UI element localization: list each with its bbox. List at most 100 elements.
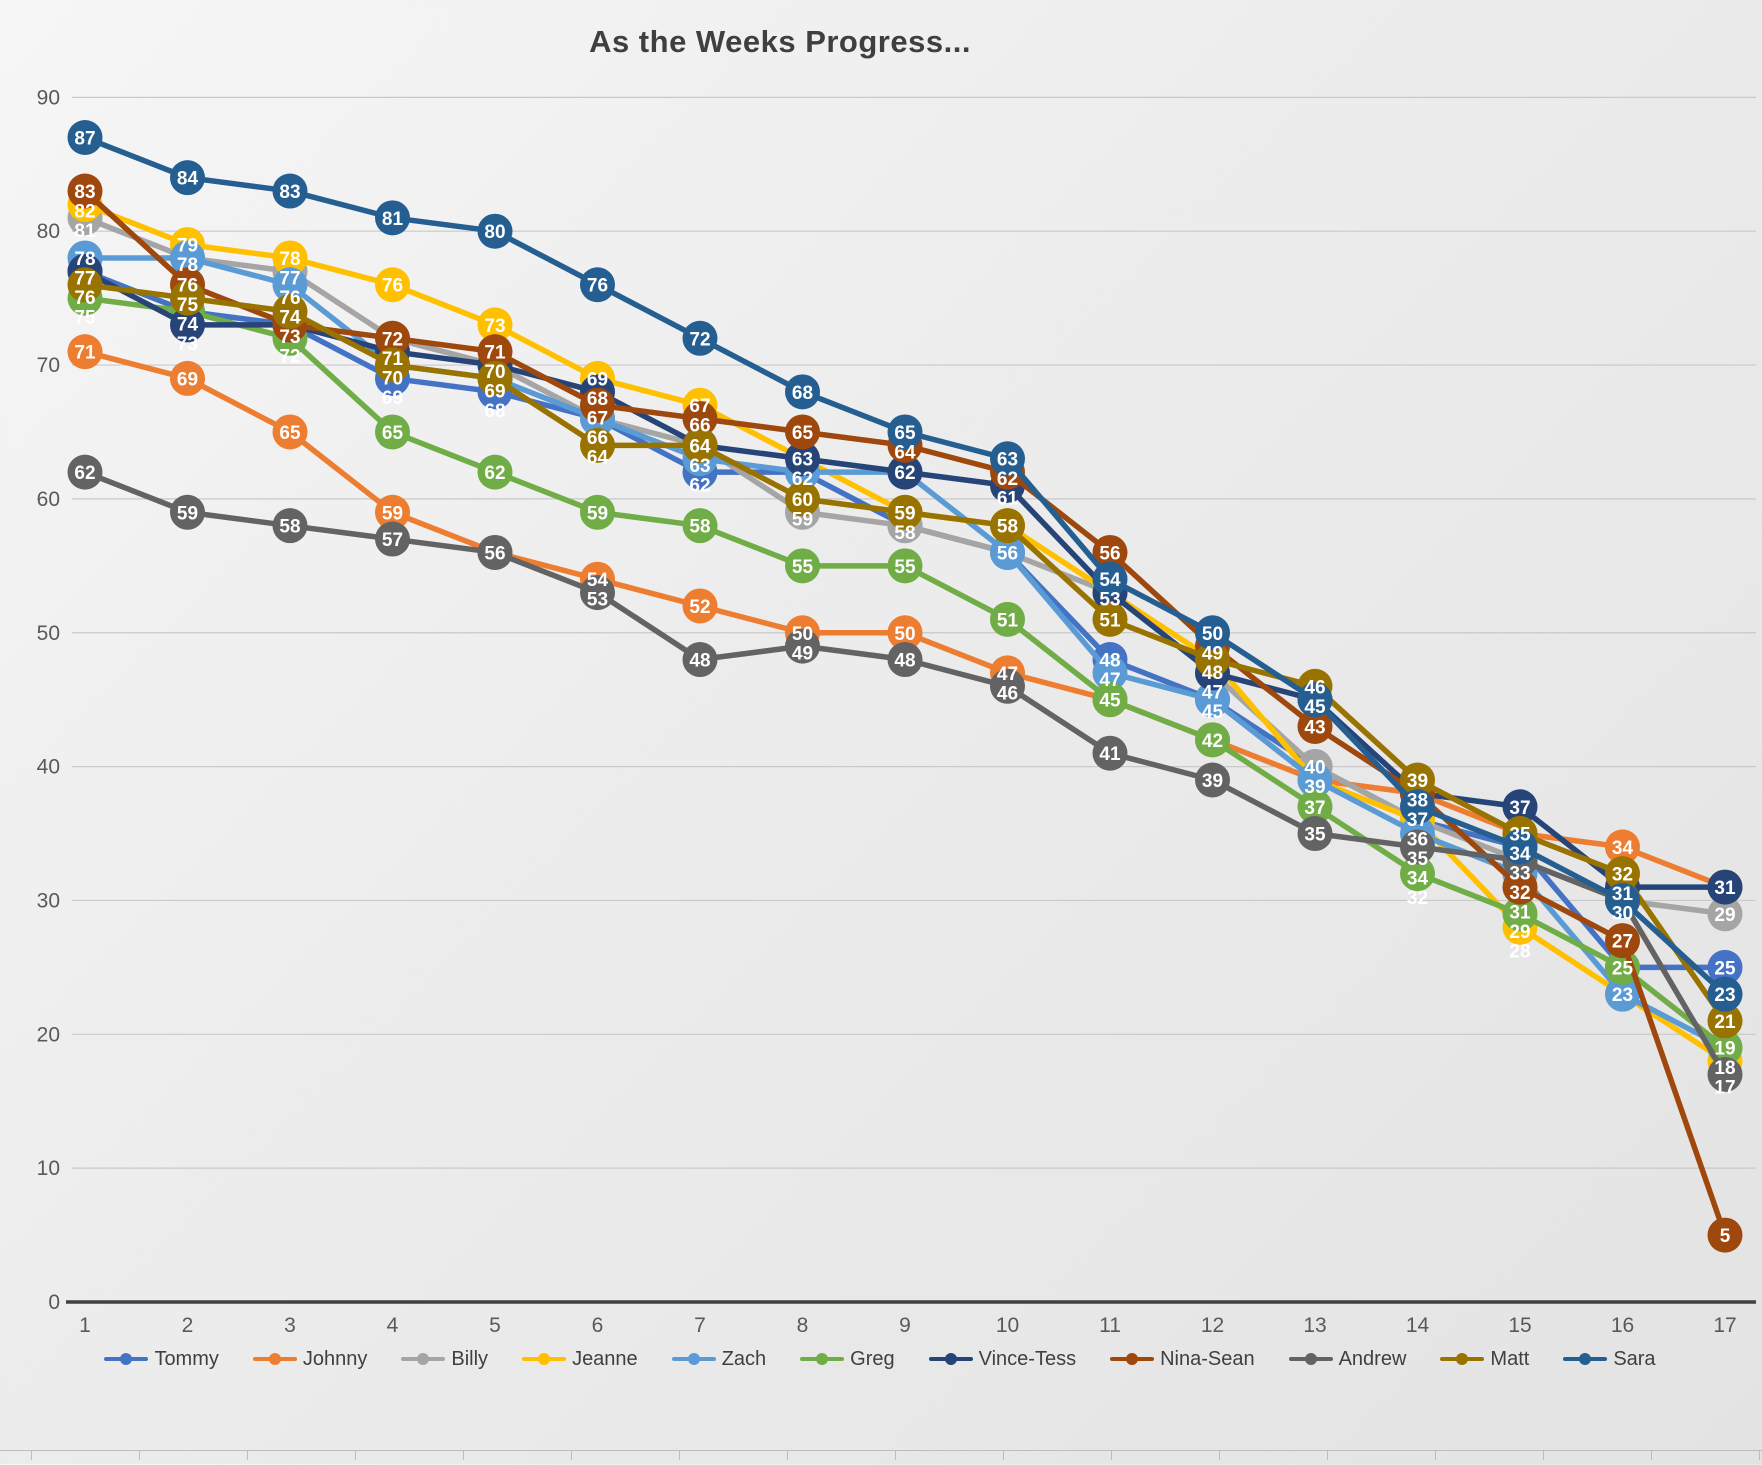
data-point-marker[interactable] [272,508,308,544]
data-point-marker[interactable] [1092,682,1128,718]
data-point-marker[interactable] [375,521,410,557]
data-point-marker[interactable] [477,454,513,490]
data-point-marker[interactable] [1195,722,1230,758]
data-point-marker[interactable] [682,320,718,356]
data-point-marker[interactable] [580,267,615,303]
data-point-marker[interactable] [990,534,1025,570]
data-point-marker[interactable] [1707,976,1743,1012]
data-point-marker[interactable] [272,414,308,450]
data-point-marker[interactable] [272,240,308,276]
data-point-marker[interactable] [1502,896,1538,932]
data-point-marker[interactable] [990,508,1025,544]
data-point-marker[interactable] [1605,923,1640,959]
data-point-marker[interactable] [477,213,513,249]
legend-item-billy[interactable]: Billy [401,1348,488,1371]
data-point-marker[interactable] [1195,762,1230,798]
data-point-marker[interactable] [477,334,513,370]
data-point-marker[interactable] [1195,642,1230,678]
data-point-marker[interactable] [580,387,615,423]
data-point-marker[interactable] [1400,762,1435,798]
data-point-marker[interactable] [682,508,718,544]
data-point-marker[interactable] [1092,534,1128,570]
legend-item-jeanne[interactable]: Jeanne [522,1348,638,1371]
legend-item-johnny[interactable]: Johnny [252,1348,367,1371]
data-point-marker[interactable] [170,307,205,343]
data-point-marker[interactable] [1092,601,1128,637]
data-point-marker[interactable] [887,494,923,530]
data-point-marker[interactable] [785,548,820,584]
data-point-marker[interactable] [375,347,410,383]
data-point-marker[interactable] [1502,829,1538,865]
data-point-marker[interactable] [990,441,1025,477]
legend-item-andrew[interactable]: Andrew [1288,1348,1406,1371]
data-point-marker[interactable] [375,320,410,356]
data-point-marker[interactable] [67,454,103,490]
data-point-marker[interactable] [1605,856,1640,892]
data-point-marker[interactable] [1605,882,1640,918]
data-point-marker[interactable] [990,601,1025,637]
data-point-marker[interactable] [1092,735,1128,771]
data-point-marker[interactable] [375,414,410,450]
data-point-marker[interactable] [170,494,205,530]
data-point-marker[interactable] [785,628,820,664]
data-point-marker[interactable] [477,307,513,343]
data-point-marker[interactable] [1297,816,1333,852]
data-point-marker[interactable] [1400,829,1435,865]
data-point-marker[interactable] [1502,789,1538,825]
data-point-marker[interactable] [785,414,820,450]
legend-item-matt[interactable]: Matt [1440,1348,1529,1371]
data-point-marker[interactable] [887,642,923,678]
data-point-marker[interactable] [170,280,205,316]
data-point-marker[interactable] [67,173,103,209]
data-point-marker[interactable] [375,200,410,236]
data-point-marker[interactable] [67,267,103,303]
data-point-marker[interactable] [272,173,308,209]
data-point-marker[interactable] [477,360,513,396]
legend-item-zach[interactable]: Zach [671,1348,766,1371]
data-point-marker[interactable] [785,481,820,517]
data-point-marker[interactable] [1195,682,1230,718]
data-point-marker[interactable] [1297,682,1333,718]
data-point-marker[interactable] [1707,1217,1743,1253]
data-point-marker[interactable] [170,360,205,396]
data-point-marker[interactable] [990,668,1025,704]
data-point-marker[interactable] [375,494,410,530]
data-point-marker[interactable] [580,575,615,611]
data-point-marker[interactable] [1502,869,1538,905]
data-point-marker[interactable] [1605,976,1640,1012]
data-point-marker[interactable] [170,160,205,196]
data-point-marker[interactable] [785,374,820,410]
data-point-marker[interactable] [682,642,718,678]
data-point-marker[interactable] [1297,708,1333,744]
data-point-marker[interactable] [580,494,615,530]
data-point-marker[interactable] [785,441,820,477]
data-point-marker[interactable] [272,267,308,303]
data-point-marker[interactable] [477,534,513,570]
legend-item-sara[interactable]: Sara [1563,1348,1656,1371]
data-point-marker[interactable] [887,615,923,651]
data-point-marker[interactable] [170,240,205,276]
data-point-marker[interactable] [1605,829,1640,865]
data-point-marker[interactable] [67,334,103,370]
data-point-marker[interactable] [1707,869,1743,905]
data-point-marker[interactable] [1707,949,1743,985]
data-point-marker[interactable] [682,427,718,463]
data-point-marker[interactable] [682,401,718,437]
data-point-marker[interactable] [1195,615,1230,651]
data-point-marker[interactable] [1707,1003,1743,1039]
data-point-marker[interactable] [1400,789,1435,825]
legend-item-greg[interactable]: Greg [800,1348,895,1371]
data-point-marker[interactable] [887,454,923,490]
data-point-marker[interactable] [272,294,308,330]
data-point-marker[interactable] [1400,856,1435,892]
legend-item-nina-sean[interactable]: Nina-Sean [1110,1348,1255,1371]
data-point-marker[interactable] [1297,762,1333,798]
data-point-marker[interactable] [887,548,923,584]
data-point-marker[interactable] [375,267,410,303]
data-point-marker[interactable] [1297,789,1333,825]
data-point-marker[interactable] [580,427,615,463]
data-point-marker[interactable] [1707,896,1743,932]
data-point-marker[interactable] [67,120,103,156]
data-point-marker[interactable] [887,414,923,450]
data-point-marker[interactable] [1707,1056,1743,1092]
